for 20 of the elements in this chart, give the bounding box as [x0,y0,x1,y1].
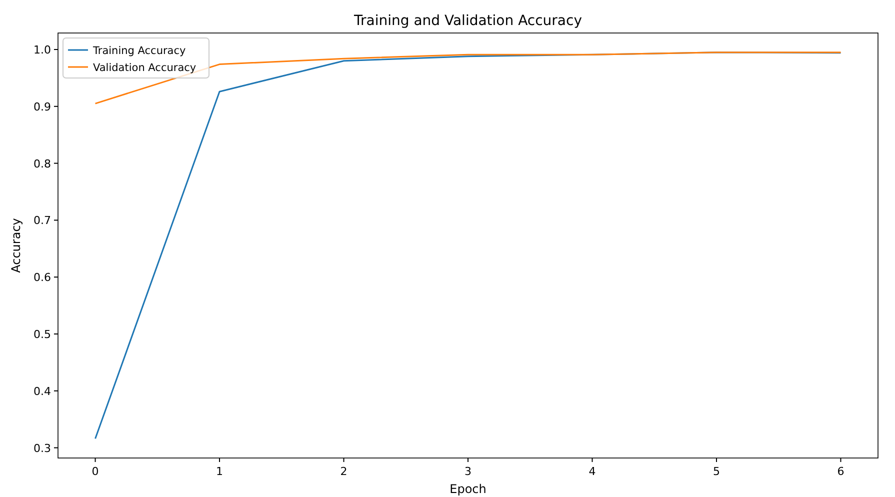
y-tick-label: 0.6 [34,271,51,284]
y-tick-label: 0.7 [34,214,51,228]
y-tick-label: 0.4 [34,384,51,398]
x-tick-label: 3 [464,465,472,478]
x-tick-label: 0 [92,465,99,478]
x-tick-label: 5 [712,465,720,478]
x-axis-title: Epoch [450,482,486,496]
y-tick-label: 1.0 [34,44,51,56]
x-tick-label: 1 [216,465,224,478]
y-axis-title: Accuracy [9,218,23,273]
x-tick-label: 4 [588,465,596,478]
y-tick-label: 0.3 [34,442,51,455]
y-tick-label: 0.8 [34,157,51,170]
chart-title: Training and Validation Accuracy [353,13,582,29]
y-tick-label: 0.5 [34,328,51,341]
x-tick-label: 6 [837,465,844,478]
legend-label: Training Accuracy [92,45,186,57]
legend-label: Validation Accuracy [93,62,196,74]
y-tick-label: 0.9 [34,100,51,114]
x-tick-label: 2 [340,465,348,478]
